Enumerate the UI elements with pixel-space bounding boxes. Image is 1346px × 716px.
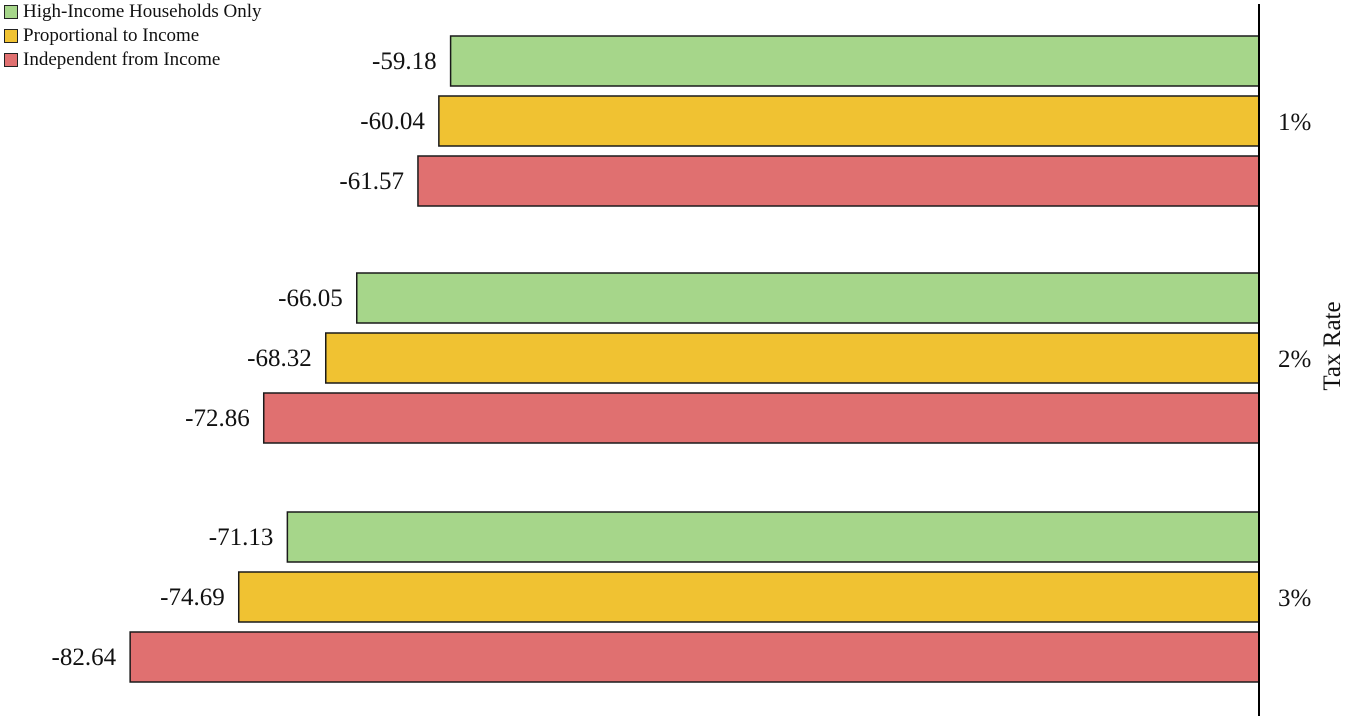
legend-item-independent: Independent from Income xyxy=(4,48,262,72)
category-labels-group: 1% 2% 3% xyxy=(1278,109,1311,612)
legend-item-high-income: High-Income Households Only xyxy=(4,0,262,24)
legend-swatch xyxy=(4,5,18,19)
bar xyxy=(417,155,1260,207)
bar xyxy=(286,511,1260,563)
category-label: 3% xyxy=(1278,585,1311,612)
bar xyxy=(438,95,1260,147)
y-axis-title: Tax Rate xyxy=(1319,301,1346,390)
legend-label: Independent from Income xyxy=(23,49,221,70)
data-label: -61.57 xyxy=(339,168,404,195)
legend-item-proportional: Proportional to Income xyxy=(4,24,262,48)
legend-swatch xyxy=(4,53,18,67)
data-label: -71.13 xyxy=(209,524,274,551)
legend-label: Proportional to Income xyxy=(23,25,200,46)
bar xyxy=(449,35,1260,87)
legend-swatch xyxy=(4,29,18,43)
bar xyxy=(262,392,1260,444)
bar xyxy=(324,332,1260,384)
data-label: -59.18 xyxy=(372,48,437,75)
legend-label: High-Income Households Only xyxy=(23,1,262,22)
bars-group xyxy=(129,35,1260,683)
data-label: -82.64 xyxy=(52,644,117,671)
data-label: -66.05 xyxy=(278,285,343,312)
bar xyxy=(356,272,1260,324)
bar xyxy=(237,571,1260,623)
category-label: 1% xyxy=(1278,109,1311,136)
data-label: -60.04 xyxy=(360,108,425,135)
data-label: -68.32 xyxy=(247,345,312,372)
data-label: -74.69 xyxy=(160,584,225,611)
bar xyxy=(129,631,1260,683)
category-label: 2% xyxy=(1278,346,1311,373)
data-label: -72.86 xyxy=(185,405,250,432)
data-labels-group: -59.18 -60.04 -61.57 -66.05 -68.32 -72.86 -71.… xyxy=(52,48,437,671)
legend: High-Income Households Only Proportional… xyxy=(4,0,262,72)
